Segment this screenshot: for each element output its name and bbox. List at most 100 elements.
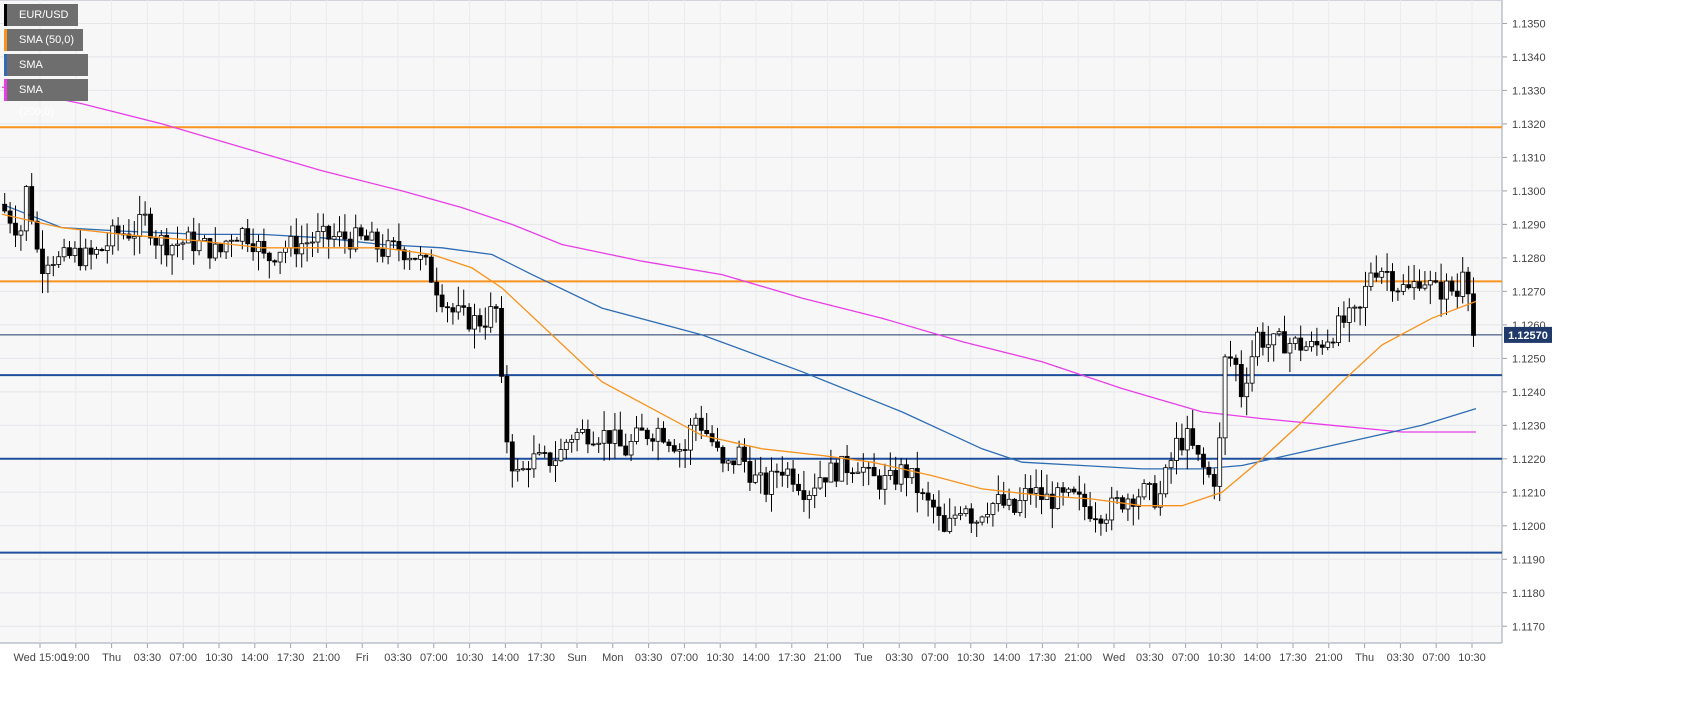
candle-body bbox=[1417, 281, 1422, 289]
candle-body bbox=[1265, 344, 1271, 348]
candle-body bbox=[1325, 341, 1331, 348]
x-tick-label: Fri bbox=[356, 652, 369, 664]
sma-50-line bbox=[1, 213, 1477, 507]
x-tick-label: 03:30 bbox=[635, 652, 663, 664]
candle-body bbox=[1341, 315, 1347, 323]
candle-body bbox=[887, 469, 893, 476]
x-tick-label: 07:00 bbox=[420, 652, 448, 664]
candle-body bbox=[245, 228, 251, 245]
x-tick-label: Thu bbox=[1355, 652, 1374, 664]
candle-body bbox=[1379, 271, 1385, 278]
candle-body bbox=[1271, 333, 1277, 346]
candle-body bbox=[61, 247, 67, 258]
candle-body bbox=[1330, 341, 1336, 344]
candle-body bbox=[1033, 487, 1039, 494]
candle-body bbox=[725, 460, 731, 464]
candle-body bbox=[758, 472, 764, 476]
candle-body bbox=[1352, 306, 1358, 309]
candle-body bbox=[45, 264, 51, 275]
candle-body bbox=[958, 513, 963, 516]
candle-body bbox=[1012, 498, 1017, 513]
last-price-label: 1.12570 bbox=[1508, 330, 1548, 342]
x-tick-label: 10:30 bbox=[1458, 652, 1486, 664]
candle-body bbox=[866, 466, 872, 469]
candle-body bbox=[1174, 437, 1179, 461]
candle-body bbox=[337, 231, 342, 237]
candle-body bbox=[34, 220, 40, 250]
x-tick-label: 17:30 bbox=[277, 652, 305, 664]
candle-body bbox=[461, 305, 467, 308]
candle-body bbox=[1357, 306, 1363, 309]
candle-body bbox=[1260, 331, 1266, 348]
candle-body bbox=[590, 443, 596, 446]
candle-body bbox=[493, 306, 499, 309]
candle-body bbox=[466, 306, 472, 330]
candle-body bbox=[482, 325, 488, 328]
candle-body bbox=[83, 247, 89, 267]
candle-body bbox=[423, 254, 429, 258]
x-tick-label: Mon bbox=[602, 652, 623, 664]
candle-body bbox=[682, 449, 688, 451]
candle-body bbox=[844, 455, 850, 474]
x-tick-label: 10:30 bbox=[1208, 652, 1236, 664]
x-tick-label: 07:00 bbox=[671, 652, 699, 664]
candle-body bbox=[1206, 466, 1212, 475]
candle-body bbox=[1433, 280, 1439, 283]
candle-body bbox=[655, 427, 661, 442]
candle-body bbox=[1390, 271, 1395, 292]
candle-body bbox=[1093, 518, 1098, 521]
candle-body bbox=[742, 446, 747, 462]
candle-body bbox=[947, 517, 953, 532]
candle-body bbox=[752, 474, 758, 483]
sma-100-line bbox=[1, 203, 1477, 470]
candle-body bbox=[455, 305, 461, 313]
candle-body bbox=[1222, 356, 1228, 439]
candle-body bbox=[137, 214, 143, 237]
candle-body bbox=[148, 213, 153, 239]
candle-body bbox=[1303, 346, 1309, 351]
candle-body bbox=[1201, 453, 1206, 468]
candle-body bbox=[353, 227, 359, 250]
x-tick-label: 17:30 bbox=[1029, 652, 1057, 664]
candle-body bbox=[288, 235, 294, 249]
candle-body bbox=[1287, 343, 1293, 354]
candle-body bbox=[650, 438, 656, 442]
candle-body bbox=[974, 521, 980, 524]
candle-body bbox=[315, 231, 321, 243]
y-tick-label: 1.1340 bbox=[1512, 52, 1546, 64]
candle-body bbox=[1163, 467, 1169, 495]
candle-body bbox=[801, 490, 807, 500]
y-tick-label: 1.1250 bbox=[1512, 353, 1546, 365]
candle-body bbox=[1411, 281, 1417, 289]
candle-body bbox=[374, 231, 380, 250]
candle-body bbox=[612, 429, 618, 444]
candle-body bbox=[358, 227, 364, 237]
x-tick-label: 14:00 bbox=[742, 652, 770, 664]
candle-body bbox=[558, 449, 564, 462]
candle-body bbox=[185, 231, 191, 244]
y-tick-label: 1.1310 bbox=[1512, 152, 1546, 164]
candle-body bbox=[1319, 344, 1325, 348]
candle-body bbox=[1217, 437, 1223, 487]
candle-body bbox=[1211, 474, 1217, 487]
candle-body bbox=[877, 475, 882, 490]
y-tick-label: 1.1170 bbox=[1512, 621, 1545, 633]
candle-body bbox=[293, 235, 299, 255]
candle-body bbox=[677, 449, 683, 452]
candle-body bbox=[1427, 280, 1433, 286]
candle-body bbox=[531, 453, 537, 470]
candle-body bbox=[1103, 519, 1109, 524]
candle-body bbox=[234, 239, 240, 242]
candle-body bbox=[1228, 356, 1233, 359]
candle-body bbox=[72, 247, 78, 256]
candle-body bbox=[617, 429, 623, 447]
candle-body bbox=[299, 243, 305, 255]
sma-200-line bbox=[1, 86, 1476, 433]
y-tick-label: 1.1210 bbox=[1512, 487, 1546, 499]
candle-body bbox=[142, 213, 148, 216]
candle-body bbox=[196, 240, 202, 252]
candle-body bbox=[601, 430, 607, 444]
candle-body bbox=[1136, 496, 1142, 507]
candle-body bbox=[439, 294, 445, 308]
